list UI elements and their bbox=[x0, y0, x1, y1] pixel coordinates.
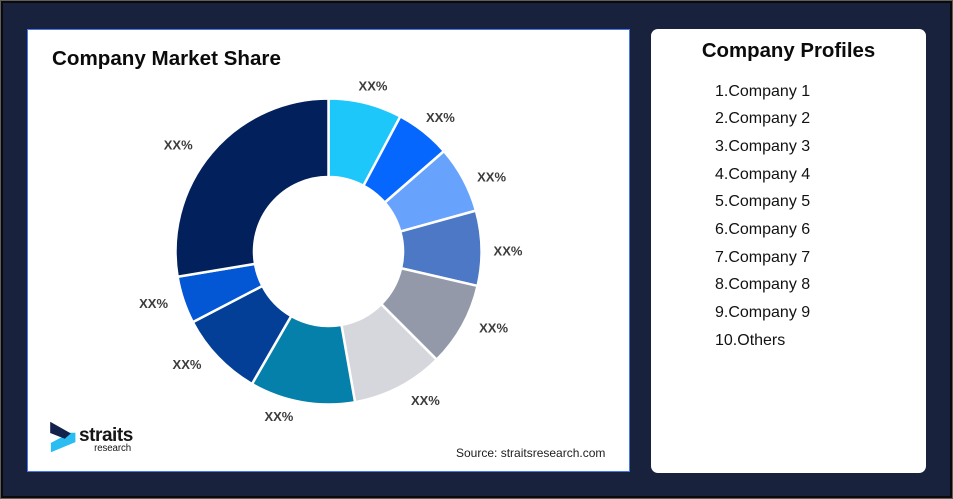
svg-text:XX%: XX% bbox=[426, 110, 455, 125]
svg-text:XX%: XX% bbox=[139, 296, 168, 311]
svg-text:XX%: XX% bbox=[411, 393, 440, 408]
svg-text:XX%: XX% bbox=[264, 409, 293, 424]
svg-text:XX%: XX% bbox=[479, 320, 508, 335]
svg-text:XX%: XX% bbox=[359, 79, 388, 94]
svg-text:XX%: XX% bbox=[173, 357, 202, 372]
svg-text:XX%: XX% bbox=[494, 244, 523, 259]
svg-text:XX%: XX% bbox=[164, 137, 193, 152]
svg-text:XX%: XX% bbox=[477, 170, 506, 185]
